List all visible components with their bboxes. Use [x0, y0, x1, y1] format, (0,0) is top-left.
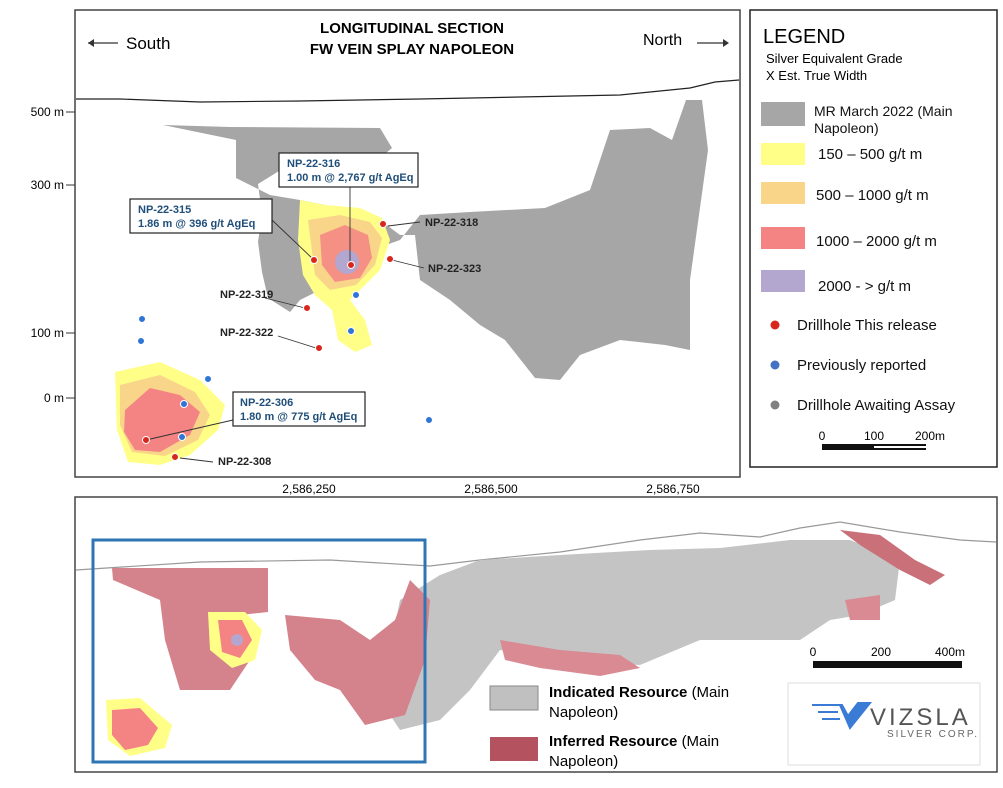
elevation-label: 0 m	[43, 391, 64, 405]
callout-intercept: 1.86 m @ 396 g/t AgEq	[138, 218, 256, 230]
easting-label: 2,586,750	[646, 482, 700, 496]
legend-subtitle: Silver Equivalent Grade	[766, 51, 903, 66]
elevation-label: 100 m	[30, 326, 64, 340]
resource-name: Indicated Resource	[549, 684, 688, 701]
legend-item: Previously reported	[797, 357, 927, 374]
direction-label: North	[643, 32, 683, 49]
hole-label: NP-22-323	[428, 263, 482, 275]
legend-subtitle: X Est. True Width	[766, 68, 868, 83]
hole-label: NP-22-319	[220, 289, 274, 301]
scale-label: 0	[809, 645, 817, 659]
section-title: LONGITUDINAL SECTION	[320, 20, 504, 37]
legend-item: 1000 – 2000 g/t m	[816, 233, 937, 250]
scale-label: 400m	[934, 645, 966, 659]
resource-legend: Indicated Resource (Main Napoleon)	[549, 683, 759, 723]
scale-label: 200m	[914, 429, 946, 443]
top-panel	[66, 9, 741, 478]
direction-label: South	[126, 34, 171, 53]
legend-item: 2000 - > g/t m	[818, 278, 911, 295]
hole-label: NP-22-322	[220, 327, 274, 339]
legend-item: MR March 2022 (Main Napoleon)	[814, 103, 953, 136]
resource-note: (Main Napoleon)	[549, 684, 730, 721]
scale-label: 200	[870, 645, 892, 659]
callout-intercept: 1.80 m @ 775 g/t AgEq	[240, 411, 358, 423]
resource-note: (Main Napoleon)	[549, 733, 720, 770]
legend-item: 500 – 1000 g/t m	[816, 187, 929, 204]
hole-label: NP-22-318	[425, 217, 479, 229]
callout-intercept: 1.00 m @ 2,767 g/t AgEq	[287, 172, 414, 184]
callout-hole: NP-22-315	[138, 204, 192, 216]
scale-label: 100	[863, 429, 885, 443]
easting-label: 2,586,500	[464, 482, 518, 496]
legend-title: LEGEND	[763, 26, 846, 48]
logo-tagline: SILVER CORP.	[887, 729, 979, 740]
elevation-label: 300 m	[30, 178, 64, 192]
callout-hole: NP-22-306	[240, 397, 294, 409]
scale-label: 0	[818, 429, 826, 443]
callout-hole: NP-22-316	[287, 158, 341, 170]
section-title: FW VEIN SPLAY NAPOLEON	[309, 41, 515, 58]
legend-item: Drillhole This release	[797, 317, 937, 334]
legend-item: 150 – 500 g/t m	[818, 146, 923, 163]
hole-label: NP-22-308	[218, 456, 272, 468]
legend-panel	[749, 9, 998, 468]
logo-name: VIZSLA	[870, 704, 971, 731]
easting-label: 2,586,250	[282, 482, 336, 496]
elevation-label: 500 m	[30, 105, 64, 119]
legend-item: Drillhole Awaiting Assay	[797, 397, 956, 414]
resource-name: Inferred Resource	[549, 733, 678, 750]
resource-legend: Inferred Resource (Main Napoleon)	[549, 732, 759, 772]
bottom-panel	[74, 496, 998, 773]
